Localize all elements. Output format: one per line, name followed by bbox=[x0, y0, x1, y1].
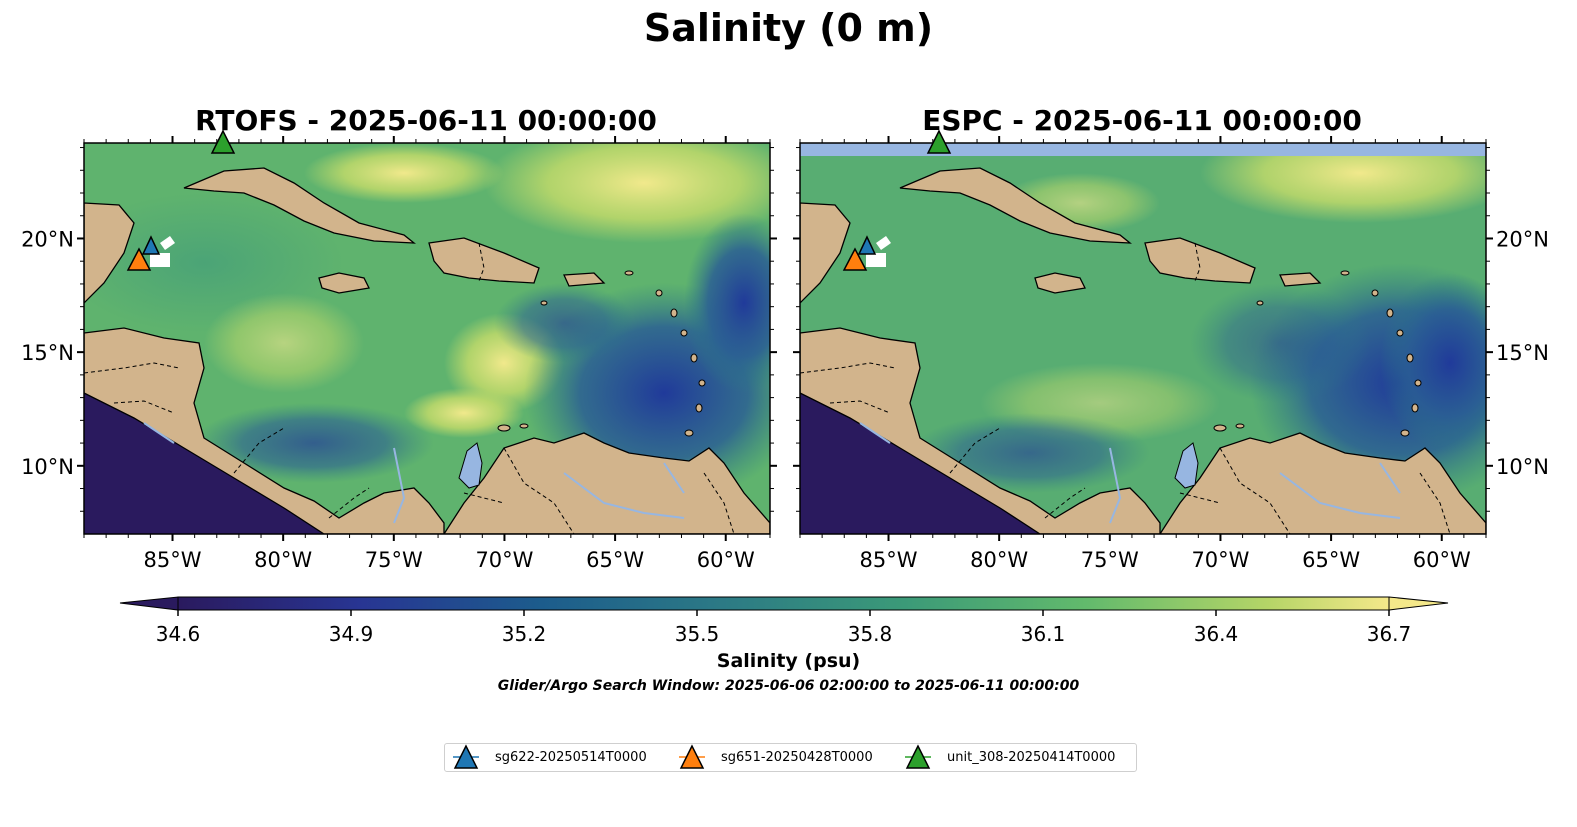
lat-tick-label: 15°N bbox=[21, 341, 74, 365]
colorbar-tick-label: 35.2 bbox=[502, 622, 547, 646]
marker-unit308-rtofs bbox=[210, 129, 236, 154]
axis-ticks: 85°W 80°W 75°W 70°W 65°W 60°W 20°N 15°N 10°N 85°W… bbox=[21, 136, 1549, 572]
lat-tick-label: 10°N bbox=[1496, 455, 1549, 479]
colorbar-label: Salinity (psu) bbox=[716, 650, 861, 672]
espc-markers bbox=[842, 129, 952, 271]
colorbar-tick-label: 34.9 bbox=[329, 622, 374, 646]
espc-map bbox=[800, 143, 1486, 534]
marker-unit308-espc bbox=[926, 129, 952, 154]
rtofs-panel-title: RTOFS - 2025-06-11 00:00:00 bbox=[195, 104, 657, 137]
lat-tick-label: 20°N bbox=[21, 227, 74, 251]
triangle-marker-icon bbox=[679, 744, 705, 769]
search-window-text: Glider/Argo Search Window: 2025-06-06 02… bbox=[497, 678, 1080, 694]
lat-tick-label: 15°N bbox=[1496, 341, 1549, 365]
colorbar: 34.6 34.9 35.2 35.5 35.8 36.1 36.4 36.7 bbox=[119, 596, 1449, 646]
lon-tick-label: 80°W bbox=[254, 548, 312, 572]
lon-tick-label: 60°W bbox=[1413, 548, 1471, 572]
rtofs-map bbox=[84, 143, 770, 534]
lon-tick-label: 65°W bbox=[1302, 548, 1360, 572]
colorbar-tick-label: 36.1 bbox=[1021, 622, 1066, 646]
colorbar-tick-label: 35.8 bbox=[848, 622, 893, 646]
colorbar-tick-label: 34.6 bbox=[156, 622, 201, 646]
colorbar-tick-label: 36.4 bbox=[1194, 622, 1239, 646]
marker-sg651-espc bbox=[842, 247, 868, 271]
legend-label: sg622-20250514T0000 bbox=[495, 750, 647, 765]
lon-tick-label: 65°W bbox=[586, 548, 644, 572]
marker-sg622-rtofs bbox=[141, 235, 161, 255]
legend-label: sg651-20250428T0000 bbox=[721, 750, 873, 765]
lat-tick-label: 10°N bbox=[21, 455, 74, 479]
figure-title: Salinity (0 m) bbox=[643, 6, 934, 50]
lon-tick-label: 70°W bbox=[475, 548, 533, 572]
lon-tick-label: 60°W bbox=[697, 548, 755, 572]
lon-tick-label: 75°W bbox=[365, 548, 423, 572]
colorbar-tick-label: 35.5 bbox=[675, 622, 720, 646]
lat-tick-label: 20°N bbox=[1496, 227, 1549, 251]
espc-panel-title: ESPC - 2025-06-11 00:00:00 bbox=[922, 104, 1362, 137]
lon-tick-label: 80°W bbox=[970, 548, 1028, 572]
lon-tick-label: 85°W bbox=[860, 548, 918, 572]
marker-sg651-rtofs bbox=[126, 247, 152, 271]
legend: sg622-20250514T0000 sg651-20250428T0000 … bbox=[444, 743, 1137, 772]
lon-tick-label: 85°W bbox=[144, 548, 202, 572]
triangle-marker-icon bbox=[453, 744, 479, 769]
rtofs-markers bbox=[126, 129, 236, 271]
lon-tick-label: 70°W bbox=[1191, 548, 1249, 572]
legend-label: unit_308-20250414T0000 bbox=[947, 750, 1116, 765]
triangle-marker-icon bbox=[905, 744, 931, 769]
lon-tick-label: 75°W bbox=[1081, 548, 1139, 572]
colorbar-tick-label: 36.7 bbox=[1367, 622, 1412, 646]
marker-sg622-espc bbox=[857, 235, 877, 255]
